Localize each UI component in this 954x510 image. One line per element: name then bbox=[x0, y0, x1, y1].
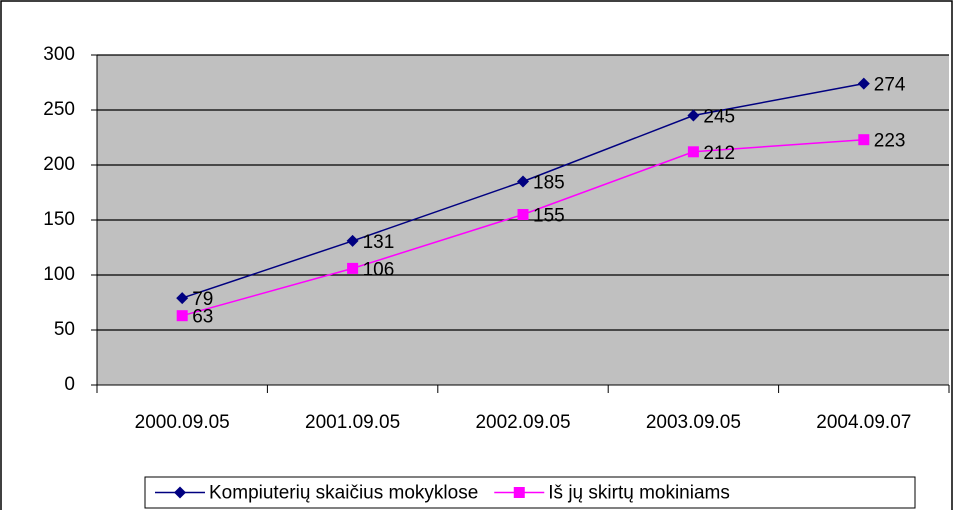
data-label: 245 bbox=[703, 107, 735, 128]
point bbox=[517, 175, 529, 188]
point bbox=[176, 310, 188, 322]
data-label: 185 bbox=[533, 173, 565, 194]
data-label: 106 bbox=[363, 259, 395, 280]
y-tick-label: 300 bbox=[43, 44, 75, 65]
y-tick-label: 200 bbox=[43, 154, 75, 175]
point bbox=[857, 77, 870, 90]
legend-label: Kompiuterių skaičius mokyklose bbox=[209, 483, 478, 504]
data-label: 223 bbox=[874, 131, 906, 152]
point bbox=[347, 262, 359, 274]
x-tick-label: 2003.09.05 bbox=[646, 412, 741, 433]
y-tick-label: 50 bbox=[54, 319, 75, 340]
point bbox=[346, 234, 359, 247]
y-tick-label: 0 bbox=[64, 374, 75, 395]
point bbox=[687, 146, 699, 158]
y-tick-label: 100 bbox=[43, 264, 75, 285]
point bbox=[858, 134, 870, 146]
data-label: 155 bbox=[533, 206, 565, 227]
data-label: 79 bbox=[192, 289, 213, 310]
data-label: 63 bbox=[192, 307, 213, 328]
y-tick-label: 250 bbox=[43, 99, 75, 120]
point bbox=[687, 109, 700, 122]
legend-label: Iš jų skirtų mokiniams bbox=[548, 483, 730, 504]
y-tick-label: 150 bbox=[43, 209, 75, 230]
point bbox=[517, 209, 529, 220]
data-label: 274 bbox=[874, 75, 906, 96]
x-tick-label: 2000.09.05 bbox=[135, 412, 230, 433]
legend-marker bbox=[174, 486, 186, 499]
x-tick-label: 2004.09.07 bbox=[816, 412, 911, 433]
x-tick-label: 2001.09.05 bbox=[305, 412, 400, 433]
legend-marker bbox=[513, 487, 525, 498]
point bbox=[176, 292, 189, 305]
x-tick-label: 2002.09.05 bbox=[475, 412, 570, 433]
data-label: 212 bbox=[703, 143, 735, 164]
data-label: 131 bbox=[363, 232, 395, 253]
